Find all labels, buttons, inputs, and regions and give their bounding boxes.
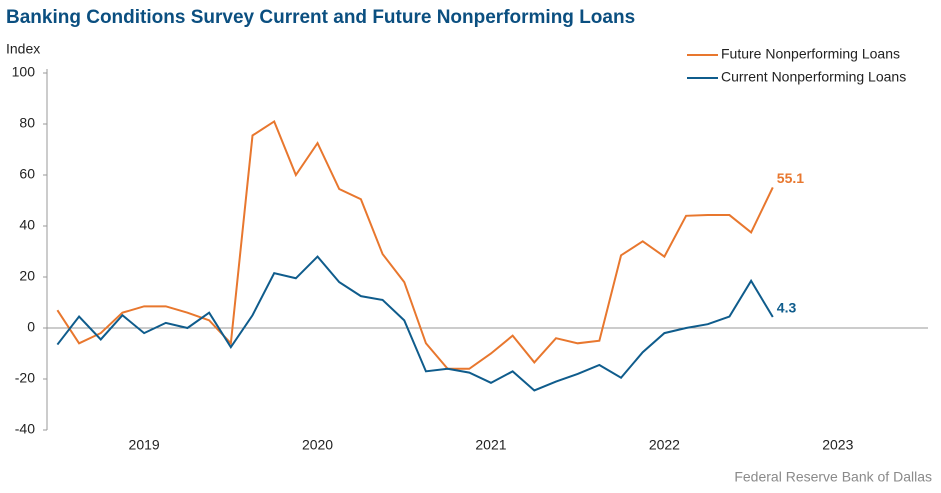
line-series xyxy=(56,119,774,370)
y-tick-label: 80 xyxy=(19,115,35,131)
source: Federal Reserve Bank of Dallas xyxy=(734,469,932,485)
y-tick-label: 0 xyxy=(27,319,35,335)
y-tick-label: -40 xyxy=(15,421,35,437)
y-tick-label: -20 xyxy=(15,370,35,386)
chart-title: Banking Conditions Survey Current and Fu… xyxy=(6,7,635,28)
end-label: 55.1 xyxy=(777,170,804,186)
x-tick-label: 2022 xyxy=(649,437,680,453)
y-tick-label: 100 xyxy=(12,64,36,80)
legend-label: Future Nonperforming Loans xyxy=(721,46,900,62)
y-tick-label: 20 xyxy=(19,268,35,284)
y-tick-label: 60 xyxy=(19,166,35,182)
x-tick-label: 2021 xyxy=(475,437,506,453)
x-tick-label: 2023 xyxy=(822,437,853,453)
end-label: 4.3 xyxy=(777,300,797,316)
legend-label: Current Nonperforming Loans xyxy=(721,69,906,85)
line-series xyxy=(56,255,774,392)
y-tick-label: 40 xyxy=(19,217,35,233)
y-axis-label: Index xyxy=(6,41,40,57)
x-tick-label: 2020 xyxy=(302,437,333,453)
x-tick-label: 2019 xyxy=(129,437,160,453)
